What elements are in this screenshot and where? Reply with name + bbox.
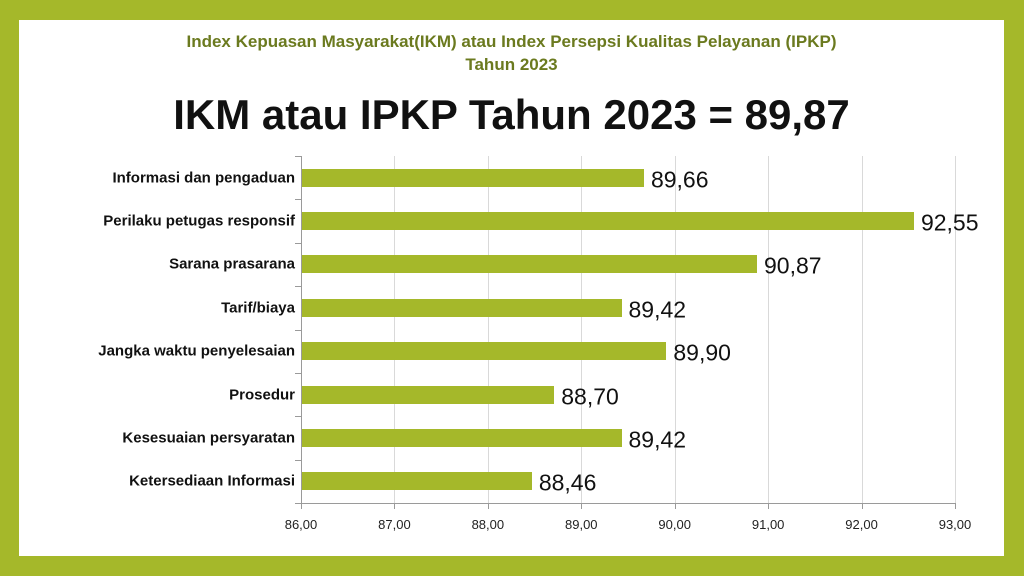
- x-tick: [301, 503, 302, 509]
- bar-chart: 86,00 87,00 88,00 89,00 90,00 91,00 92,00 93,00…: [19, 20, 1004, 556]
- x-tick: [861, 503, 863, 509]
- chart-subtitle: Index Kepuasan Masyarakat(IKM) atau Inde…: [19, 30, 1004, 76]
- category-label: Tarif/biaya: [221, 299, 295, 317]
- bar: [302, 472, 532, 491]
- x-tick-label: 87,00: [378, 517, 411, 532]
- main-title: IKM atau IPKP Tahun 2023 = 89,87: [173, 91, 850, 138]
- y-tick: [295, 503, 301, 504]
- gridline: [861, 156, 863, 503]
- category-label: Ketersediaan Informasi: [129, 472, 295, 490]
- x-tick: [768, 503, 770, 509]
- subtitle-line-1: Index Kepuasan Masyarakat(IKM) atau Inde…: [186, 32, 837, 51]
- gridline: [581, 156, 583, 503]
- data-label: 88,70: [561, 383, 619, 410]
- data-label: 89,42: [628, 296, 687, 323]
- category-label: Informasi dan pengaduan: [112, 169, 295, 187]
- data-label: 89,66: [650, 166, 709, 193]
- gridline: [768, 156, 770, 503]
- gridline: [955, 156, 956, 503]
- gridline: [674, 156, 676, 503]
- y-tick: [295, 329, 301, 331]
- y-axis: [301, 156, 302, 503]
- x-tick-label: 90,00: [658, 517, 691, 532]
- subtitle-line-2: Tahun 2023: [465, 55, 558, 74]
- x-tick-label: 86,00: [284, 517, 318, 532]
- category-label: Sarana prasarana: [169, 255, 295, 273]
- x-tick: [674, 503, 676, 509]
- category-label: Jangka waktu penyelesaian: [98, 342, 295, 360]
- bar: [302, 298, 622, 317]
- y-tick: [295, 459, 301, 461]
- bar: [302, 168, 644, 187]
- x-tick-label: 88,00: [471, 517, 505, 532]
- bar: [302, 255, 757, 274]
- x-tick-label: 91,00: [751, 517, 785, 532]
- y-tick: [295, 372, 301, 374]
- y-tick: [295, 199, 301, 201]
- x-tick-label: 89,00: [565, 517, 598, 532]
- bar: [302, 212, 914, 231]
- x-tick-label: 92,00: [845, 517, 878, 532]
- y-tick: [295, 156, 301, 157]
- category-label: Prosedur: [229, 386, 295, 404]
- category-label: Kesesuaian persyaratan: [122, 429, 295, 447]
- x-tick-label: 93,00: [938, 517, 972, 532]
- gridline: [487, 156, 489, 503]
- y-tick: [295, 286, 301, 288]
- x-axis: [295, 503, 955, 504]
- y-tick: [295, 242, 301, 244]
- category-label: Perilaku petugas responsif: [103, 212, 295, 230]
- x-tick: [487, 503, 489, 509]
- data-label: 89,42: [628, 426, 687, 453]
- gridline: [394, 156, 396, 503]
- x-tick: [394, 503, 396, 509]
- data-label: 92,55: [920, 209, 979, 236]
- x-tick: [955, 503, 956, 509]
- x-tick: [581, 503, 583, 509]
- data-label: 88,46: [538, 469, 597, 496]
- bar: [302, 428, 622, 447]
- bar: [302, 385, 555, 404]
- bar: [302, 342, 667, 361]
- y-tick: [295, 416, 301, 418]
- data-label: 89,90: [673, 339, 731, 366]
- data-label: 90,87: [763, 253, 822, 280]
- slide-panel: Index Kepuasan Masyarakat(IKM) atau Inde…: [19, 20, 1004, 556]
